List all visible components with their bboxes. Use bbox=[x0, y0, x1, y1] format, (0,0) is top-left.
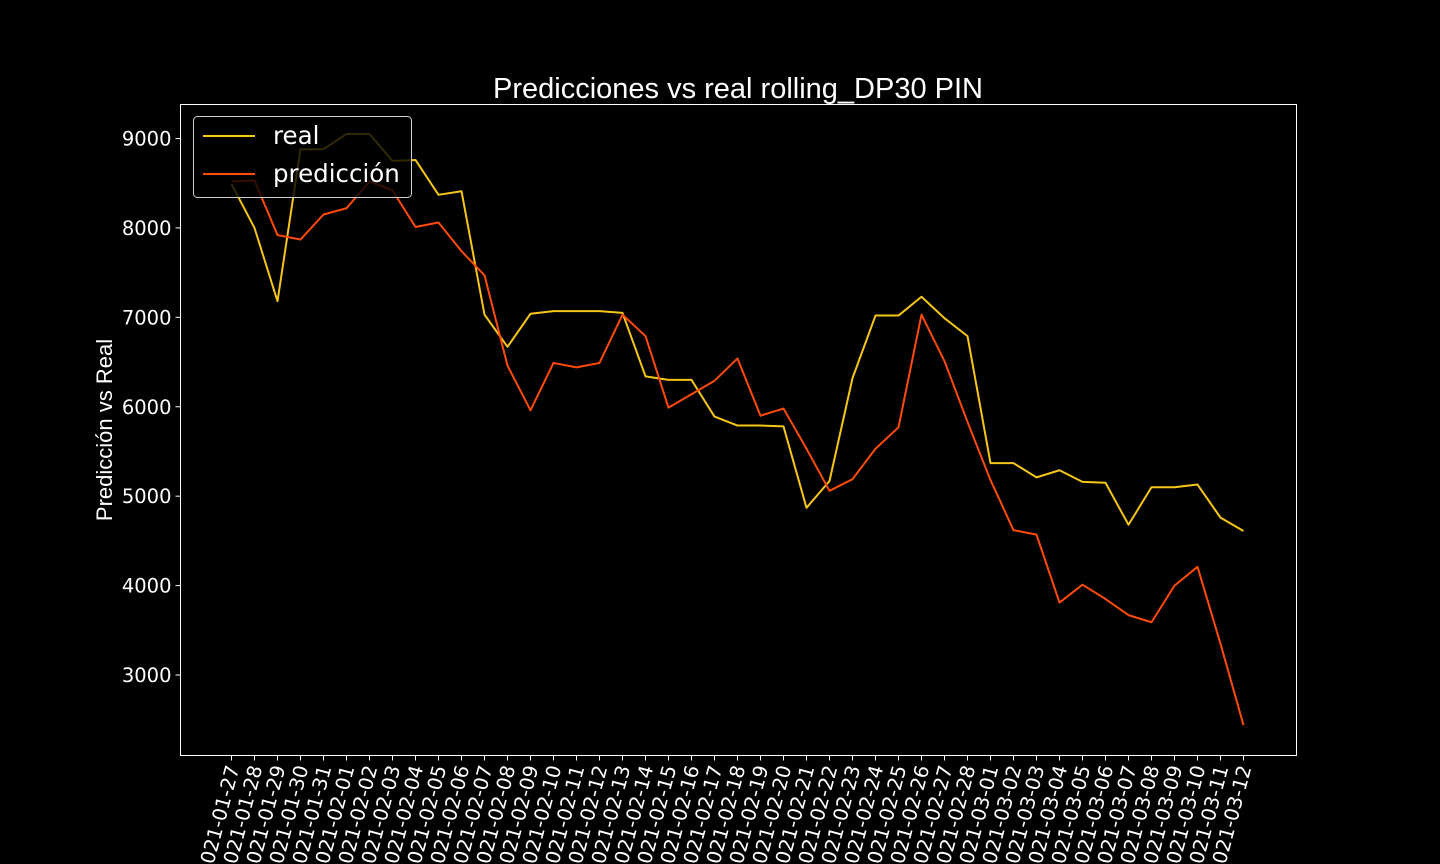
y-tick-label: 7000 bbox=[122, 306, 172, 329]
y-tick-label: 6000 bbox=[122, 396, 172, 419]
y-tick-label: 4000 bbox=[122, 575, 172, 598]
y-axis: 3000 4000 5000 6000 7000 8000 9000 bbox=[122, 127, 181, 687]
y-tick-label: 9000 bbox=[122, 127, 172, 150]
legend-label-real: real bbox=[273, 121, 319, 150]
legend: real predicción bbox=[193, 116, 412, 198]
y-tick-label: 5000 bbox=[122, 485, 172, 508]
legend-label-prediccion: predicción bbox=[273, 159, 400, 188]
y-tick-label: 3000 bbox=[122, 664, 172, 687]
chart-title: Predicciones vs real rolling_DP30 PIN bbox=[493, 73, 983, 105]
plot-area-frame bbox=[180, 104, 1297, 756]
y-axis-label: Predicción vs Real bbox=[92, 339, 117, 521]
y-tick-label: 8000 bbox=[122, 217, 172, 240]
x-axis: 2021-01-272021-01-282021-01-292021-01-30… bbox=[193, 755, 1256, 864]
